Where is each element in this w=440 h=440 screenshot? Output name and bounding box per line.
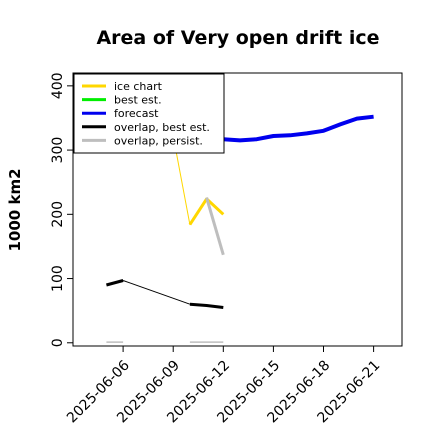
series-line-forecast-2 bbox=[223, 114, 374, 143]
y-tick-label: 400 bbox=[50, 72, 66, 99]
series-line-overlap-best-est--3 bbox=[122, 280, 191, 305]
y-tick-label: 0 bbox=[50, 338, 66, 347]
series-line-overlap-persist--6 bbox=[205, 197, 225, 256]
legend-label: overlap, persist. bbox=[114, 134, 203, 147]
legend-label: forecast bbox=[114, 107, 159, 120]
plot-frame bbox=[72, 72, 403, 347]
series-line-overlap-best-est--4 bbox=[106, 279, 124, 287]
y-tick-label: 200 bbox=[50, 201, 66, 228]
legend-label: overlap, best est. bbox=[114, 121, 210, 134]
y-tick-label: 100 bbox=[50, 265, 66, 292]
legend-label: ice chart bbox=[114, 80, 163, 93]
y-tick-label: 300 bbox=[50, 137, 66, 164]
y-axis-label: 1000 km2 bbox=[6, 168, 24, 251]
legend-label: best est. bbox=[114, 94, 162, 107]
chart-title: Area of Very open drift ice bbox=[96, 27, 379, 49]
series-line-overlap-best-est--5 bbox=[189, 302, 224, 309]
